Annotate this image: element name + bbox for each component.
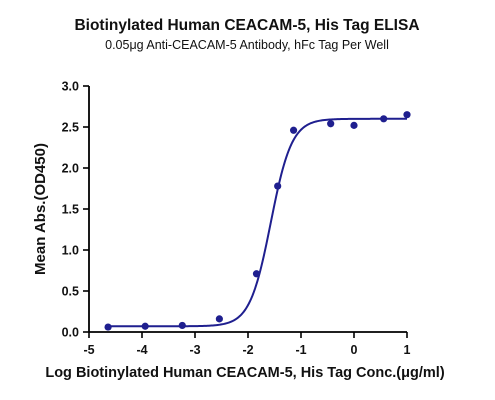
- y-tick-label: 0.0: [62, 326, 79, 340]
- data-points-layer: [104, 111, 411, 331]
- x-tick-label: -3: [189, 343, 200, 357]
- x-tick-label: -4: [136, 343, 147, 357]
- x-tick-label: -5: [83, 343, 94, 357]
- data-point: [252, 270, 261, 278]
- x-tick-label: 1: [404, 343, 411, 357]
- data-point: [178, 321, 186, 330]
- axes: 0.0 0.5 1.0 1.5 2.0 2.5 3.0 -5 -4 -3 -2 -1 0 1: [62, 80, 411, 358]
- y-tick-label: 1.5: [62, 203, 79, 217]
- x-tick-label: -2: [242, 343, 253, 357]
- data-point: [289, 126, 298, 134]
- x-axis-label: Log Biotinylated Human CEACAM-5, His Tag…: [45, 365, 444, 381]
- data-point: [350, 121, 358, 129]
- y-tick-label: 3.0: [62, 80, 79, 94]
- fit-curve: [108, 117, 407, 328]
- data-point: [380, 115, 388, 123]
- x-tick-label: 0: [351, 343, 358, 357]
- fit-curve-layer: [108, 117, 407, 328]
- x-tick-label: -1: [295, 343, 306, 357]
- y-tick-label: 0.5: [62, 285, 79, 299]
- data-point: [403, 111, 411, 119]
- y-tick-label: 1.0: [62, 244, 79, 258]
- chart-title: Biotinylated Human CEACAM-5, His Tag ELI…: [74, 17, 419, 34]
- data-point: [104, 323, 112, 331]
- data-point: [215, 315, 223, 323]
- chart-subtitle: 0.05μg Anti-CEACAM-5 Antibody, hFc Tag P…: [105, 38, 389, 52]
- y-tick-label: 2.5: [62, 121, 79, 135]
- data-point: [141, 322, 149, 330]
- data-point: [274, 182, 282, 190]
- y-axis-label: Mean Abs.(OD450): [32, 143, 49, 275]
- y-tick-label: 2.0: [62, 162, 79, 176]
- data-point: [327, 120, 335, 128]
